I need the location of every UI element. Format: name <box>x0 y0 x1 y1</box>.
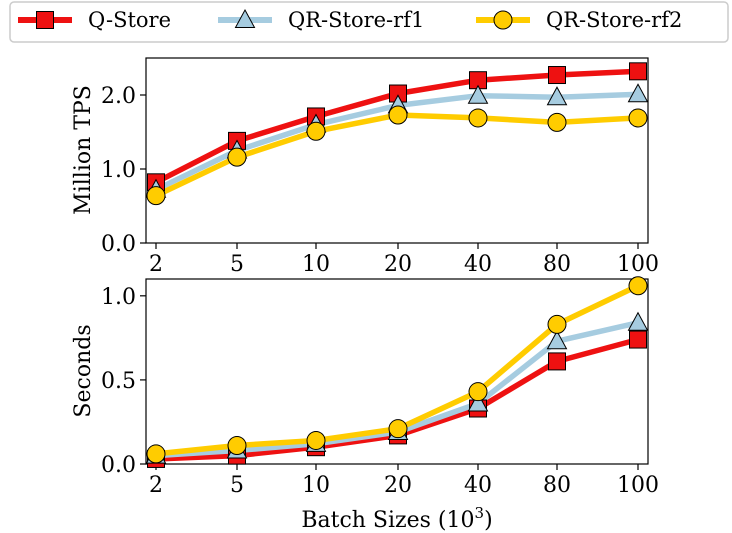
point-qr-store-rf2 <box>306 121 326 141</box>
ytick-label: 1.0 <box>101 285 136 310</box>
point-q-store <box>629 330 647 349</box>
point-qr-store-rf2 <box>146 186 166 206</box>
legend: Q-Store QR-Store-rf1 QR-Store-rf2 <box>9 1 729 43</box>
legend-frame <box>9 1 729 43</box>
point-qr-store-rf2 <box>468 108 488 128</box>
point-qr-store-rf2 <box>227 147 247 167</box>
xtick-label: 10 <box>302 252 330 277</box>
xtick-label: 20 <box>384 473 412 498</box>
xlabel: Batch Sizes (103) <box>301 504 492 533</box>
xtick-label: 80 <box>543 252 571 277</box>
legend-marker-q-store <box>36 11 54 29</box>
panel-frame-throughput <box>145 57 649 244</box>
ylabel-latency: Seconds <box>71 324 96 417</box>
ytick-label: 1.0 <box>101 158 136 183</box>
xtick-label: 10 <box>302 473 330 498</box>
point-q-store <box>548 352 566 371</box>
xtick-label: 40 <box>464 252 492 277</box>
point-qr-store-rf2 <box>628 108 648 128</box>
point-qr-store-rf2 <box>547 112 567 132</box>
legend-marker-qr-store-rf1 <box>234 8 256 28</box>
point-qr-store-rf1 <box>546 86 568 106</box>
ytick-label: 0.0 <box>101 453 136 478</box>
xtick-label: 2 <box>149 252 163 277</box>
point-qr-store-rf1 <box>546 330 568 350</box>
xlabel-superscript: 3 <box>475 504 485 522</box>
xtick-label: 100 <box>617 473 659 498</box>
point-qr-store-rf2 <box>227 436 247 455</box>
point-qr-store-rf1 <box>627 83 649 103</box>
point-q-store <box>629 62 647 81</box>
legend-label-qr-store-rf1: QR-Store-rf1 <box>288 8 424 32</box>
xtick-label: 2 <box>149 473 163 498</box>
point-qr-store-rf1 <box>467 84 489 104</box>
point-qr-store-rf2 <box>388 105 408 125</box>
xtick-label: 5 <box>230 473 244 498</box>
ylabel-throughput: Million TPS <box>71 85 96 215</box>
xlabel-close: ) <box>484 508 493 533</box>
point-qr-store-rf2 <box>468 382 488 402</box>
legend-marker-qr-store-rf2 <box>493 10 513 30</box>
ytick-label: 0.5 <box>101 369 136 394</box>
xtick-label: 40 <box>464 473 492 498</box>
xtick-label: 80 <box>543 473 571 498</box>
point-qr-store-rf2 <box>628 276 648 296</box>
ytick-label: 0.0 <box>101 232 136 257</box>
point-qr-store-rf2 <box>306 430 326 450</box>
point-qr-store-rf2 <box>146 444 166 464</box>
point-qr-store-rf2 <box>388 419 408 439</box>
legend-label-qr-store-rf2: QR-Store-rf2 <box>546 8 682 32</box>
xtick-label: 100 <box>617 252 659 277</box>
legend-label-q-store: Q-Store <box>88 8 171 32</box>
xlabel-main: Batch Sizes (10 <box>301 508 474 533</box>
point-qr-store-rf1 <box>627 311 649 331</box>
ytick-label: 2.0 <box>101 84 136 109</box>
panel-throughput: Million TPS 0.0 1.0 2.0 2 5 10 20 40 80 100 <box>71 57 659 277</box>
point-qr-store-rf1 <box>467 392 489 412</box>
point-qr-store-rf2 <box>547 314 567 334</box>
xtick-label: 20 <box>384 252 412 277</box>
panel-frame-latency <box>145 278 649 465</box>
point-q-store <box>548 66 566 85</box>
panel-latency: Seconds 0.0 0.5 1.0 2 5 10 20 40 80 100 <box>71 276 659 498</box>
xtick-label: 5 <box>230 252 244 277</box>
